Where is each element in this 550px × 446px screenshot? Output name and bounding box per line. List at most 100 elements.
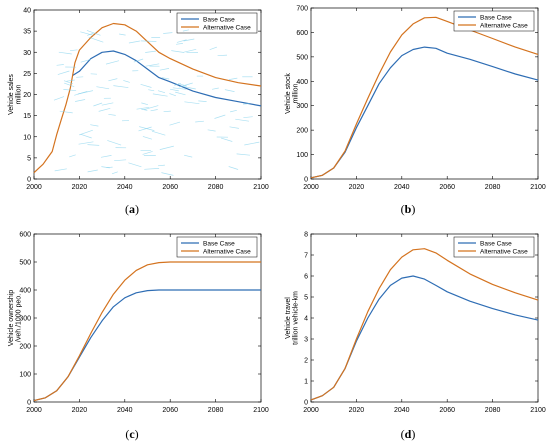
y-tick-label: 4: [304, 316, 308, 323]
hatch-stroke: [136, 106, 150, 110]
x-tick-label: 2020: [72, 184, 88, 191]
y-tick-label: 400: [296, 79, 308, 86]
legend-label: Base Case: [480, 14, 512, 21]
hatch-stroke: [182, 29, 190, 32]
hatch-stroke: [96, 86, 110, 90]
x-tick-label: 2040: [394, 184, 410, 191]
hatch-stroke: [157, 90, 166, 94]
legend-label: Base Case: [203, 240, 235, 247]
x-tick-label: 2080: [485, 407, 501, 414]
y-tick-label: 3: [304, 337, 308, 344]
panel-label-close: ): [411, 202, 415, 216]
hatch-stroke: [142, 151, 153, 155]
y-tick-label: 25: [23, 71, 31, 78]
hatch-stroke: [66, 79, 75, 82]
x-tick-label: 2100: [530, 407, 546, 414]
hatch-stroke: [224, 89, 235, 92]
panel-label: (d): [401, 427, 416, 441]
series-line-base-case: [310, 275, 539, 401]
x-tick-label: 2000: [303, 184, 319, 191]
hatch-stroke: [69, 154, 76, 158]
hatch-stroke: [141, 102, 148, 106]
x-tick-label: 2020: [349, 407, 365, 414]
chart-panel-c: 2000 2020 2040 2060 2080 2100 0 100 200 300 400 500…: [8, 232, 269, 442]
series-line-alternative-case: [310, 248, 539, 401]
hatch-stroke: [184, 101, 200, 105]
y-tick-label: 6: [304, 274, 308, 281]
hatch-stroke: [100, 155, 112, 158]
hatch-stroke: [229, 126, 239, 129]
hatch-stroke: [140, 83, 152, 88]
panel-label-letter: b: [405, 202, 412, 216]
hatch-stroke: [93, 102, 103, 107]
hatch-stroke: [138, 126, 152, 132]
hatch-stroke: [235, 118, 250, 122]
hatch-stroke: [80, 31, 94, 36]
hatch-stroke: [163, 110, 171, 113]
series-line-base-case: [310, 46, 539, 179]
y-axis-label: Vehicle stockmillion: [285, 73, 300, 114]
y-tick-label: 5: [304, 295, 308, 302]
legend-label: Alternative Case: [480, 22, 528, 29]
legend-label: Base Case: [480, 240, 512, 247]
legend-box: [176, 236, 258, 258]
y-tick-label: 200: [296, 128, 308, 135]
y-tick-label: 100: [19, 372, 31, 379]
series-line-base-case: [33, 289, 261, 402]
y-tick-label: 700: [296, 6, 308, 13]
y-tick-label: 20: [23, 92, 31, 99]
hatch-stroke: [123, 80, 130, 83]
y-axis-label-line: million: [16, 84, 23, 104]
y-tick-label: 300: [19, 316, 31, 323]
x-tick-label: 2100: [530, 184, 546, 191]
hatch-stroke: [80, 133, 92, 139]
y-axis-label-line: Vehicle stock: [285, 73, 292, 114]
hatch-stroke: [101, 166, 110, 169]
y-tick-label: 0: [304, 177, 308, 184]
hatch-stroke: [142, 136, 153, 140]
panel-label: (c): [125, 427, 138, 441]
hatch-stroke: [80, 58, 91, 63]
y-tick-label: 2: [304, 358, 308, 365]
legend-label: Alternative Case: [203, 248, 251, 255]
y-tick-label: 35: [23, 29, 31, 36]
y-tick-label: 400: [19, 288, 31, 295]
series-line-alternative-case: [310, 16, 539, 179]
y-tick-label: 7: [304, 253, 308, 260]
hatch-stroke: [101, 102, 114, 106]
legend-box: [453, 236, 535, 258]
legend-label: Base Case: [203, 16, 235, 23]
hatch-stroke: [90, 124, 99, 127]
hatch-stroke: [175, 91, 186, 96]
hatch-stroke: [169, 93, 177, 97]
x-tick-label: 2080: [485, 184, 501, 191]
hatch-stroke: [183, 38, 195, 42]
panel-label-open: (: [401, 202, 405, 216]
hatch-stroke: [56, 64, 64, 66]
y-tick-label: 500: [19, 260, 31, 267]
x-tick-label: 2080: [208, 407, 224, 414]
x-tick-label: 2100: [253, 184, 269, 191]
hatch-stroke: [243, 116, 253, 119]
x-tick-label: 2060: [162, 184, 178, 191]
panel-label-close: ): [135, 427, 139, 441]
hatch-stroke: [70, 49, 78, 52]
hatch-stroke: [87, 169, 98, 173]
hatch-stroke: [220, 137, 233, 142]
y-tick-label: 5: [27, 155, 31, 162]
x-tick-label: 2040: [117, 184, 133, 191]
series-line-alternative-case: [33, 22, 262, 174]
hatch-stroke: [58, 51, 72, 55]
panel-label-letter: c: [129, 427, 135, 441]
x-tick-label: 2060: [439, 184, 455, 191]
series-line-alternative-case: [33, 261, 261, 402]
y-axis-label-line: Vehicle ownership: [8, 290, 15, 347]
hatch-stroke: [64, 82, 75, 88]
hatch-stroke: [59, 110, 73, 114]
hatch-stroke: [161, 77, 170, 80]
hatch-stroke: [195, 120, 204, 123]
hatch-stroke: [128, 162, 142, 168]
hatch-stroke: [133, 58, 144, 63]
hatch-stroke: [161, 172, 174, 176]
